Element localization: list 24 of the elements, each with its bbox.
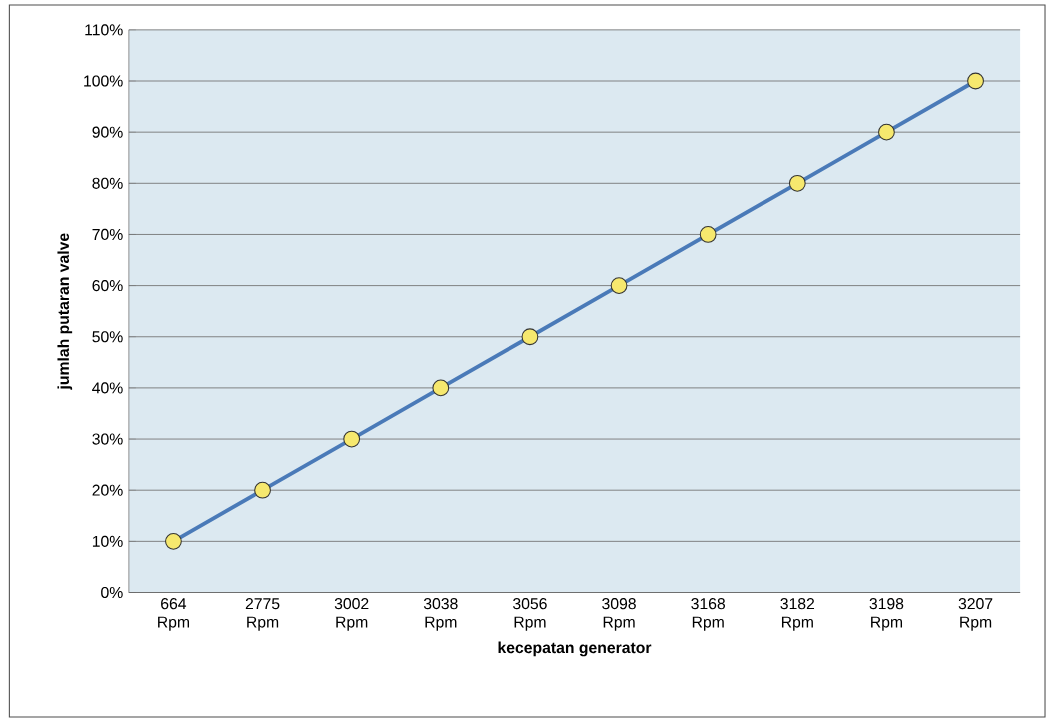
x-tick-label: 3182 Rpm (780, 598, 815, 631)
y-tick-label: 80% (92, 177, 123, 189)
x-axis-title: kecepatan generator (498, 641, 652, 657)
x-tick-label: 2775 Rpm (245, 598, 280, 631)
x-tick-label: 3038 Rpm (423, 598, 458, 631)
y-tick-label: 20% (92, 484, 123, 496)
x-tick-label: 3002 Rpm (334, 598, 369, 631)
y-tick-label: 0% (101, 586, 123, 599)
y-tick-label: 30% (92, 433, 123, 445)
x-tick-label: 3168 Rpm (691, 598, 726, 631)
y-tick-label: 60% (92, 280, 123, 292)
y-tick-label: 40% (92, 382, 123, 394)
y-tick-label: 70% (92, 228, 123, 241)
y-tick-label: 110% (85, 24, 123, 36)
x-tick-label: 664 Rpm (158, 598, 189, 631)
y-tick-label: 100% (84, 75, 123, 87)
y-tick-label: 90% (92, 126, 123, 138)
x-tick-label: 3056 Rpm (513, 598, 547, 631)
y-axis-title: jumlah putaran valve (57, 233, 73, 390)
x-tick-label: 3098 Rpm (602, 598, 636, 631)
y-tick-label: 10% (92, 535, 123, 547)
x-tick-label: 3198 Rpm (869, 598, 904, 631)
x-tick-label: 3207 Rpm (958, 598, 993, 631)
y-tick-label: 50% (92, 331, 123, 343)
